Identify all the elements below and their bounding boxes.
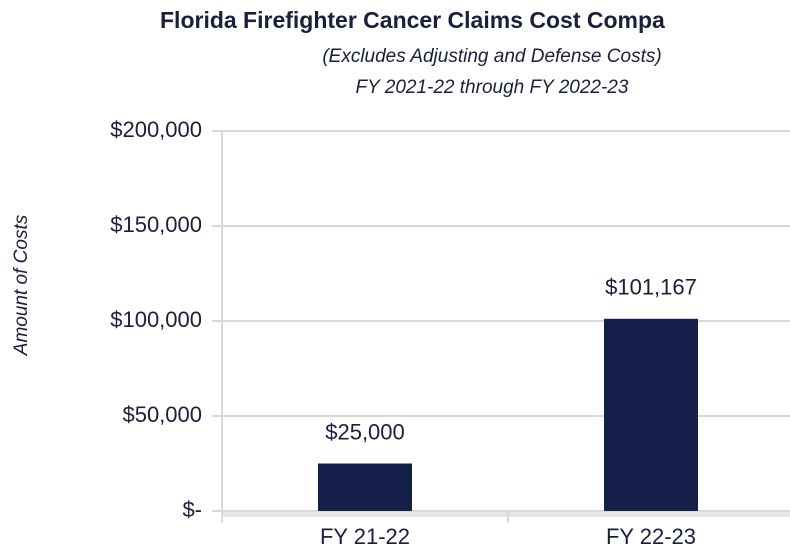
y-tick-label: $150,000 [110,212,202,237]
y-axis-label: Amount of Costs [11,214,32,356]
chart-title: Florida Firefighter Cancer Claims Cost C… [160,7,665,33]
bar [604,318,698,511]
y-tick-label: $100,000 [110,307,202,332]
value-label: $101,167 [605,275,697,300]
chart-subtitle: FY 2021-22 through FY 2022-23 [356,77,629,98]
value-label: $25,000 [325,419,405,444]
x-axis-shadow [222,512,790,517]
y-tick-label: $- [182,497,202,522]
y-tick-label: $50,000 [122,402,202,427]
chart-subtitle: (Excludes Adjusting and Defense Costs) [322,46,661,67]
x-tick-label: FY 22-23 [606,524,696,549]
x-tick-label: FY 21-22 [320,524,410,549]
bar [318,463,412,511]
y-tick-label: $200,000 [110,117,202,142]
